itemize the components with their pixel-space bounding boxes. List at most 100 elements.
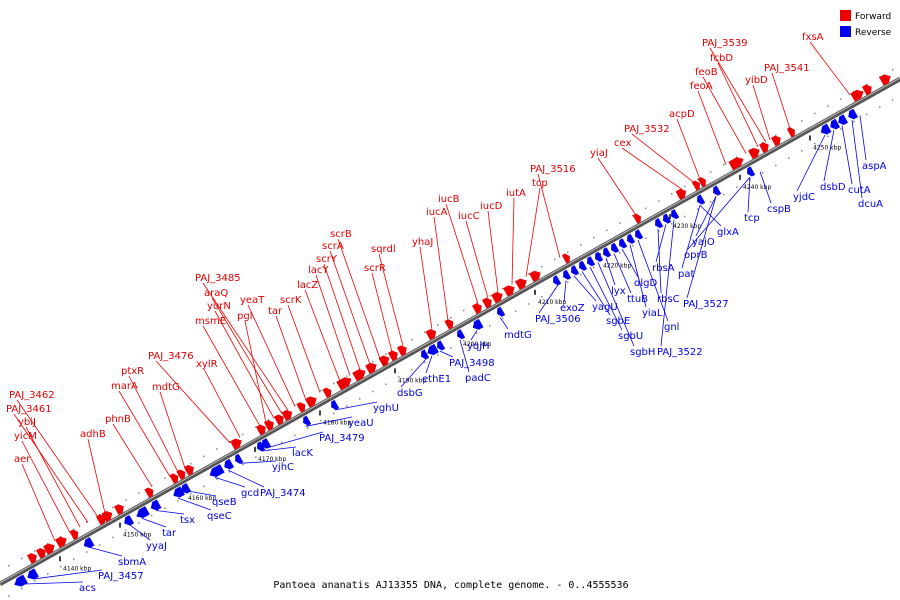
track-dot — [47, 573, 49, 575]
forward-gene — [471, 303, 482, 315]
track-dot — [658, 230, 660, 232]
reverse-gene — [848, 108, 859, 120]
reverse-label-leader — [573, 275, 597, 302]
scale-tick-label: 4180 kbp — [323, 419, 351, 426]
reverse-gene-label: lacK — [292, 448, 313, 459]
scale-tick-label: 4150 kbp — [123, 532, 151, 539]
forward-gene-label: yibD — [745, 75, 768, 86]
reverse-gene — [257, 441, 266, 452]
track-dot — [333, 382, 335, 385]
forward-gene — [786, 127, 795, 138]
reverse-gene — [124, 514, 135, 526]
track-dot — [684, 185, 686, 188]
reverse-gene-label: sbmA — [118, 557, 146, 568]
reverse-gene — [611, 242, 620, 253]
reverse-gene — [553, 275, 562, 286]
forward-label-leader — [371, 272, 393, 353]
reverse-label-leader — [189, 490, 217, 497]
reverse-label-leader — [621, 248, 639, 278]
reverse-label-leader — [695, 196, 717, 237]
forward-gene-label: PAJ_3539 — [702, 38, 748, 49]
forward-gene-label: fcbD — [710, 53, 733, 64]
track-dot — [853, 120, 855, 123]
track-dot — [632, 244, 634, 247]
track-dot — [242, 463, 244, 466]
reverse-label-leader — [687, 176, 751, 250]
forward-label-leader — [597, 157, 637, 216]
forward-gene-label: scrK — [280, 295, 302, 306]
forward-label-leader — [247, 304, 296, 407]
reverse-gene — [331, 399, 340, 410]
reverse-label-leader — [597, 262, 635, 347]
reverse-gene — [587, 256, 596, 267]
forward-label-leader — [159, 391, 186, 469]
forward-gene-label: PAJ_3462 — [9, 390, 55, 401]
reverse-label-leader — [33, 569, 103, 580]
forward-gene — [43, 543, 55, 555]
reverse-label-leader — [759, 171, 772, 204]
forward-label-leader — [337, 238, 381, 359]
track-dot — [268, 419, 270, 421]
reverse-label-leader — [89, 547, 123, 557]
forward-gene-label: feoA — [690, 81, 713, 92]
forward-label-leader — [621, 147, 683, 190]
genome-caption: Pantoea ananatis AJ13355 DNA, complete g… — [273, 580, 628, 591]
forward-gene — [176, 469, 186, 480]
track-dot — [710, 201, 712, 203]
reverse-gene — [224, 458, 235, 470]
reverse-label-leader — [747, 177, 751, 213]
legend: Forward Reverse — [840, 10, 892, 38]
track-dot — [424, 331, 426, 334]
forward-gene-label: araQ — [204, 288, 228, 299]
forward-gene — [879, 74, 891, 86]
track-dot — [814, 142, 816, 145]
forward-label-leader — [697, 90, 727, 165]
reverse-gene-label: cspB — [767, 204, 791, 215]
track-dot — [489, 325, 491, 327]
forward-gene-label: ptxR — [121, 366, 144, 377]
reverse-gene — [83, 537, 95, 549]
forward-gene-label: adhB — [80, 429, 106, 440]
track-dot — [723, 193, 725, 196]
scale-tick-label: 4230 kbp — [673, 223, 701, 230]
forward-label-leader — [214, 310, 275, 419]
track-dot — [866, 113, 868, 116]
reverse-gene — [27, 568, 39, 580]
track-dot — [697, 208, 699, 210]
scale-tick-label: 4210 kbp — [538, 299, 566, 306]
reverse-gene-label: tcp — [744, 213, 760, 224]
forward-gene-label: tar — [268, 306, 283, 317]
scale-tick-label: 4140 kbp — [63, 565, 91, 572]
reverse-gene — [830, 118, 841, 130]
reverse-label-leader — [657, 228, 662, 294]
reverse-gene-label: yajO — [692, 237, 715, 248]
forward-label-leader — [203, 368, 241, 438]
label-leader-lines — [13, 41, 867, 585]
reverse-gene-label: padC — [465, 373, 491, 384]
track-dot — [775, 134, 777, 137]
track-dot — [827, 105, 829, 107]
track-dot — [346, 375, 348, 377]
track-dot — [606, 229, 608, 231]
forward-gene-label: PAJ_3476 — [148, 351, 194, 362]
forward-gene — [230, 438, 242, 450]
forward-gene — [35, 548, 46, 559]
legend-forward-swatch — [840, 10, 851, 21]
forward-label-leader — [631, 133, 695, 183]
track-dot — [229, 441, 231, 443]
reverse-label-leader — [796, 134, 826, 192]
reverse-gene-label: exoZ — [560, 303, 585, 314]
reverse-gene-label: qseC — [207, 511, 232, 522]
reverse-gene — [635, 229, 644, 240]
forward-gene — [561, 253, 570, 264]
track-dot — [307, 427, 309, 429]
track-dot — [138, 522, 140, 524]
track-dot — [242, 433, 244, 436]
scale-tick-label: 4220 kbp — [603, 262, 631, 269]
reverse-gene-label: sgbE — [606, 316, 630, 327]
forward-label-leader — [87, 438, 106, 514]
forward-gene-label: pgl — [237, 311, 252, 322]
track-dot — [580, 244, 582, 246]
track-dot — [164, 507, 166, 509]
